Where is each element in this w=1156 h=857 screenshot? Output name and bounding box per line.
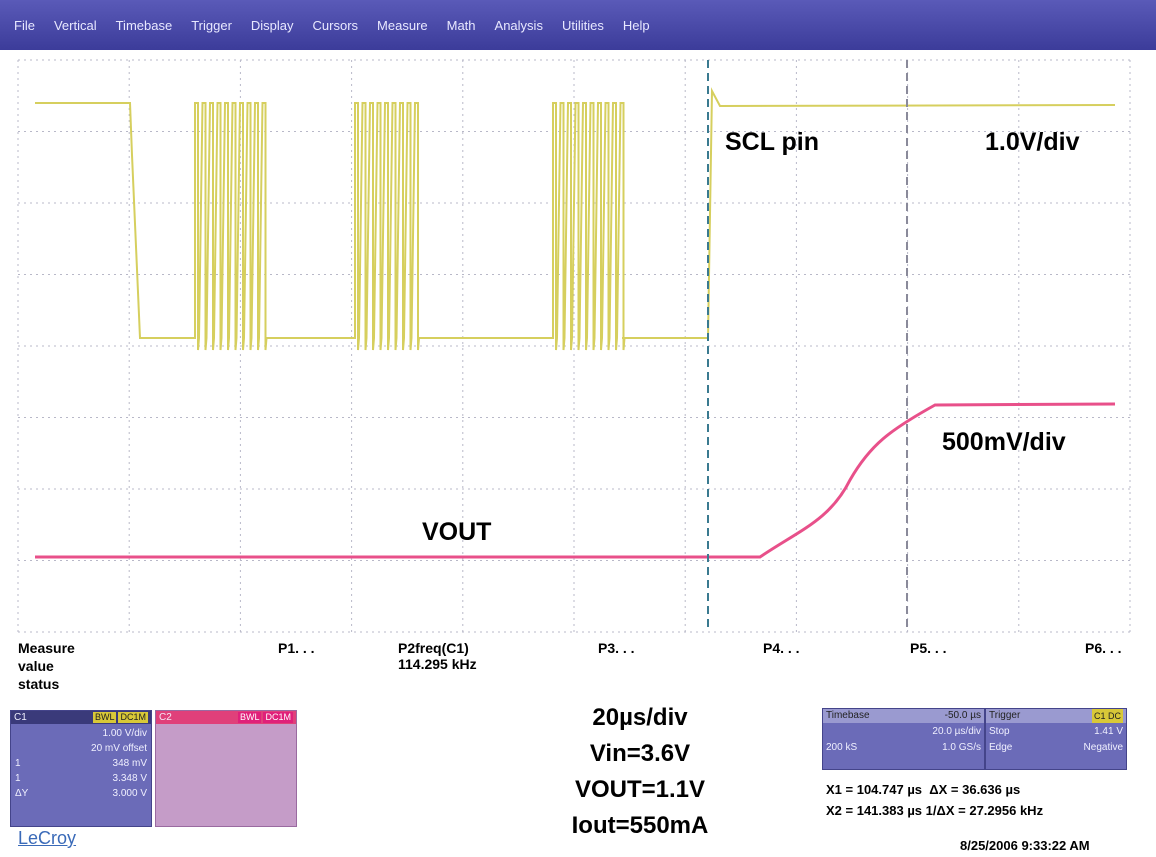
measure-header: status [18,676,60,692]
c1-row: 20 mV offset [15,741,147,756]
spacer [21,756,113,771]
menu-item[interactable]: Vertical [53,17,97,33]
tb-title: Timebase [826,710,870,721]
spacer [15,726,103,741]
trig-source: C1 DC [1091,709,1123,723]
tb-row: 200 kS 1.0 GS/s [823,741,984,755]
c1-header: C1 BWL DC1M [11,711,151,724]
menu-item[interactable]: Timebase [115,17,173,33]
c1-row: 1 3.348 V [15,771,147,786]
c1-row: ΔY 3.000 V [15,786,147,801]
param: P3. . . [598,640,635,656]
c2-name: C2 [159,712,172,723]
c1-row: 1.00 V/div [15,726,147,741]
condition: Iout=550mA [571,812,709,839]
condition: Vin=3.6V [589,740,691,767]
menu-item[interactable]: Cursors [312,17,359,33]
measure-header: Measure [18,640,75,656]
param: P4. . . [763,640,800,656]
cursor-readout: X1 = 104.747 µs ΔX = 36.636 µs [826,782,1020,797]
dx: ΔX = 36.636 µs [929,782,1021,797]
param: P6. . . [1085,640,1122,656]
tb-scale: 20.0 µs/div [932,726,981,737]
c1-row-value: 1.00 V/div [102,728,147,739]
c2-tag: BWL [237,712,262,723]
logo: LeCroy [18,828,77,848]
tb-row: Timebase -50.0 µs [823,709,984,723]
condition: 20µs/div [592,704,688,731]
tb-rate: 1.0 GS/s [942,742,981,753]
ch2-scale: 500mV/div [942,428,1066,456]
trig-row: Edge Negative [986,741,1126,755]
trig-level: 1.41 V [1094,726,1123,737]
cursor-readout: X2 = 141.383 µs 1/ΔX = 27.2956 kHz [826,803,1043,818]
menu-item[interactable]: Measure [377,17,428,33]
trig-title: Trigger [989,710,1021,721]
trig-row: Stop 1.41 V [986,723,1126,741]
scl-label: SCL pin [725,128,819,156]
menu-bar: File Vertical Timebase Trigger Display Cursor… [0,0,1156,50]
param-value: 114.295 kHz [398,656,477,672]
trig-row: Trigger C1 DC [986,709,1126,723]
menu-item[interactable]: Math [446,17,476,33]
c1-row-value: 3.000 V [112,788,147,799]
param: P5. . . [910,640,947,656]
trig-mode: Stop [989,726,1010,737]
menu-item[interactable]: Analysis [494,17,543,33]
condition: VOUT=1.1V [574,776,706,803]
inv-dx: 1/ΔX = 27.2956 kHz [925,803,1044,818]
spacer [21,771,113,786]
measure-header: value [18,658,54,674]
menu-item[interactable]: Trigger [191,17,232,33]
ch1-scale: 1.0V/div [985,128,1080,156]
c1-row-key: 1 [15,773,21,784]
c1-row-key: ΔY [15,788,29,799]
c1-row-value: 348 mV [112,758,147,769]
spacer [15,741,91,756]
param: P1. . . [278,640,315,656]
timestamp: 8/25/2006 9:33:22 AM [960,838,1090,853]
spacer [28,786,112,801]
menu-item[interactable]: Help [622,17,650,33]
c1-name: C1 [14,712,27,723]
trig-type: Edge [989,742,1013,753]
channel-1-box[interactable]: C1 BWL DC1M 1.00 V/div 20 mV offset 1 348 mV… [10,710,152,827]
trig-slope: Negative [1083,742,1123,753]
c1-row: 1 348 mV [15,756,147,771]
x1: X1 = 104.747 µs [826,782,923,797]
c1-row-value: 3.348 V [112,773,147,784]
param: P2freq(C1) [398,640,469,656]
ch1-trace [35,87,1116,351]
c1-row-value: 20 mV offset [91,743,147,754]
c1-tag: DC1M [118,712,148,723]
c2-tag: DC1M [263,712,293,723]
c2-header: C2 BWL DC1M [156,711,296,724]
vout-label: VOUT [422,518,492,546]
c1-row-key: 1 [15,758,21,769]
menu-item[interactable]: Utilities [561,17,604,33]
c1-rows: 1.00 V/div 20 mV offset 1 348 mV 1 3.348 V ΔY 3… [11,724,151,803]
trigger-box[interactable]: Trigger C1 DC Stop 1.41 V Edge Negative [985,708,1127,770]
tb-samples: 200 kS [826,742,858,753]
channel-2-box[interactable]: C2 BWL DC1M [155,710,297,827]
tb-delay: -50.0 µs [944,710,981,721]
waveform-display [17,59,1131,633]
menu-item[interactable]: File [14,17,35,33]
timebase-box[interactable]: Timebase -50.0 µs 20.0 µs/div 200 kS 1.0 G… [822,708,985,770]
c1-tag: BWL [92,712,117,723]
ch2-trace [35,402,1116,559]
menu-item[interactable]: Display [250,17,294,33]
x2: X2 = 141.383 µs [826,803,923,818]
